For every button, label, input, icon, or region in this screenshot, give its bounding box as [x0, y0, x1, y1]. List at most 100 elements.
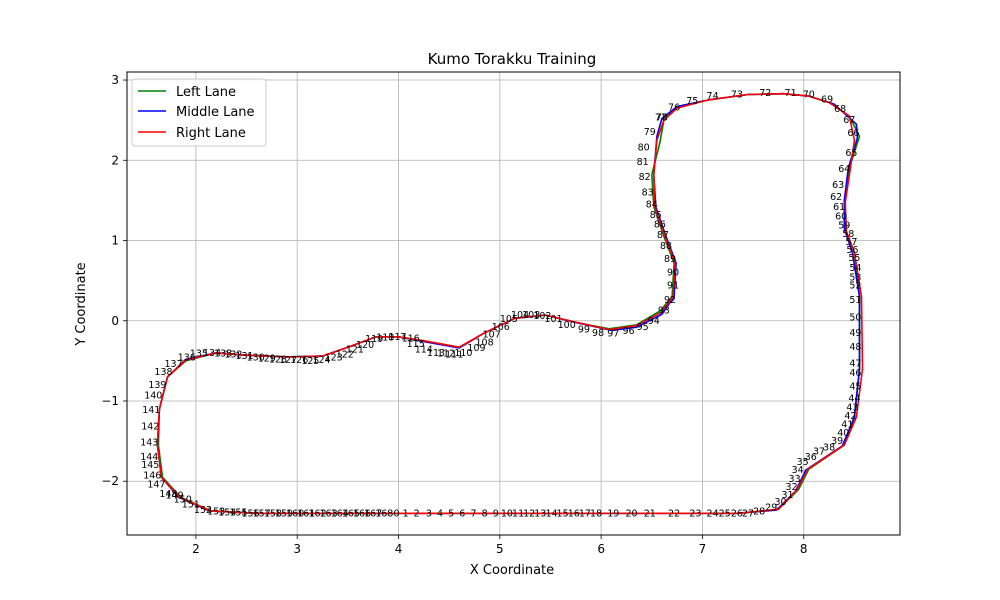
waypoint-label: 14: [545, 508, 557, 519]
waypoint-label: 0: [393, 508, 399, 519]
waypoint-label: 4: [437, 508, 443, 519]
waypoint-label: 94: [648, 316, 660, 327]
waypoint-label: 136: [178, 353, 196, 364]
y-tick-label: 2: [111, 153, 119, 167]
legend-box: [131, 78, 267, 147]
x-axis-title: X Coordinate: [470, 563, 554, 578]
waypoint-label: 24: [707, 508, 719, 519]
waypoint-label: 52: [849, 280, 861, 291]
waypoint-label: 65: [845, 148, 857, 159]
waypoint-label: 153: [207, 507, 225, 518]
waypoint-label: 147: [147, 479, 165, 490]
waypoint-label: 134: [203, 348, 221, 359]
waypoint-label: 77: [655, 113, 667, 124]
waypoint-label: 168: [375, 508, 393, 519]
series-line-right-lane: [156, 92, 864, 515]
waypoint-label: 12: [523, 508, 535, 519]
waypoint-label: 44: [848, 394, 860, 405]
waypoint-label: 161: [297, 508, 315, 519]
waypoint-label: 149: [166, 491, 184, 502]
waypoint-label: 21: [644, 508, 656, 519]
waypoint-label: 8: [482, 508, 488, 519]
waypoint-label: 121: [346, 345, 364, 356]
waypoint-label: 56: [846, 245, 858, 256]
waypoint-label: 31: [781, 490, 793, 501]
waypoint-label: 23: [689, 508, 701, 519]
waypoint-label: 1: [403, 508, 409, 519]
x-tick-label: 2: [192, 542, 200, 556]
waypoint-label: 92: [664, 295, 676, 306]
grid-lines: [127, 72, 900, 535]
waypoint-label: 59: [838, 220, 850, 231]
waypoint-label: 155: [229, 508, 247, 519]
waypoint-label: 51: [849, 295, 861, 306]
waypoint-label: 151: [182, 500, 200, 511]
waypoint-label: 22: [668, 508, 680, 519]
y-tick-label: −2: [101, 474, 119, 488]
waypoint-label: 111: [445, 350, 463, 361]
waypoint-label: 107: [483, 329, 501, 340]
x-tick-label: 6: [597, 542, 605, 556]
waypoint-label: 25: [719, 508, 731, 519]
waypoint-label: 87: [657, 230, 669, 241]
y-axis-title: Y Coordinate: [74, 262, 89, 346]
waypoint-label: 45: [849, 382, 861, 393]
waypoint-label: 106: [492, 322, 510, 333]
waypoint-label: 126: [290, 355, 308, 366]
waypoint-label: 47: [849, 358, 861, 369]
waypoint-label: 163: [320, 508, 338, 519]
waypoint-label: 49: [849, 328, 861, 339]
x-tick-label: 4: [395, 542, 403, 556]
waypoint-label: 165: [342, 508, 360, 519]
waypoint-label: 84: [646, 199, 658, 210]
waypoint-label: 72: [759, 88, 771, 99]
waypoint-label: 81: [637, 157, 649, 168]
waypoint-label: 30: [774, 497, 786, 508]
waypoint-label: 100: [558, 320, 576, 331]
waypoint-label: 146: [143, 471, 161, 482]
waypoint-label: 101: [544, 314, 562, 325]
lane-series: [156, 92, 864, 515]
waypoint-label: 132: [224, 350, 242, 361]
waypoint-label: 2: [414, 508, 420, 519]
waypoint-label: 62: [830, 192, 842, 203]
waypoint-label: 135: [190, 349, 208, 360]
waypoint-label: 90: [667, 268, 679, 279]
x-tick-label: 3: [293, 542, 301, 556]
waypoint-labels: 0 1 2 3 4 5 6 7 8 9 10 11 12 13 14 15 16 17 18 19 20 21 22 23 24…: [140, 88, 861, 519]
waypoint-label: 141: [142, 405, 160, 416]
legend-label-left-lane: Left Lane: [176, 85, 236, 100]
waypoint-label: 17: [579, 508, 591, 519]
waypoint-label: 20: [625, 508, 637, 519]
waypoint-label: 97: [607, 329, 619, 340]
waypoint-label: 108: [476, 337, 494, 348]
waypoint-label: 76: [668, 102, 680, 113]
waypoint-label: 103: [522, 310, 540, 321]
waypoint-label: 74: [707, 91, 719, 102]
waypoint-label: 16: [568, 508, 580, 519]
waypoint-label: 63: [832, 180, 844, 191]
waypoint-label: 150: [174, 495, 192, 506]
waypoint-label: 82: [639, 172, 651, 183]
waypoint-label: 48: [849, 342, 861, 353]
waypoint-label: 46: [849, 368, 861, 379]
waypoint-label: 112: [437, 349, 455, 360]
legend-label-right-lane: Right Lane: [176, 126, 246, 141]
waypoint-label: 166: [353, 508, 371, 519]
waypoint-label: 158: [264, 508, 282, 519]
waypoint-label: 33: [789, 474, 801, 485]
y-tick-label: 3: [111, 73, 119, 87]
waypoint-label: 93: [658, 305, 670, 316]
waypoint-label: 43: [846, 402, 858, 413]
waypoint-label: 3: [426, 508, 432, 519]
waypoint-label: 38: [823, 443, 835, 454]
waypoint-label: 28: [753, 507, 765, 518]
waypoint-label: 26: [731, 508, 743, 519]
waypoint-label: 69: [821, 94, 833, 105]
waypoint-label: 60: [835, 211, 847, 222]
waypoint-label: 27: [742, 508, 754, 519]
waypoint-label: 142: [141, 422, 159, 433]
waypoint-label: 138: [154, 367, 172, 378]
waypoint-label: 6: [459, 508, 465, 519]
